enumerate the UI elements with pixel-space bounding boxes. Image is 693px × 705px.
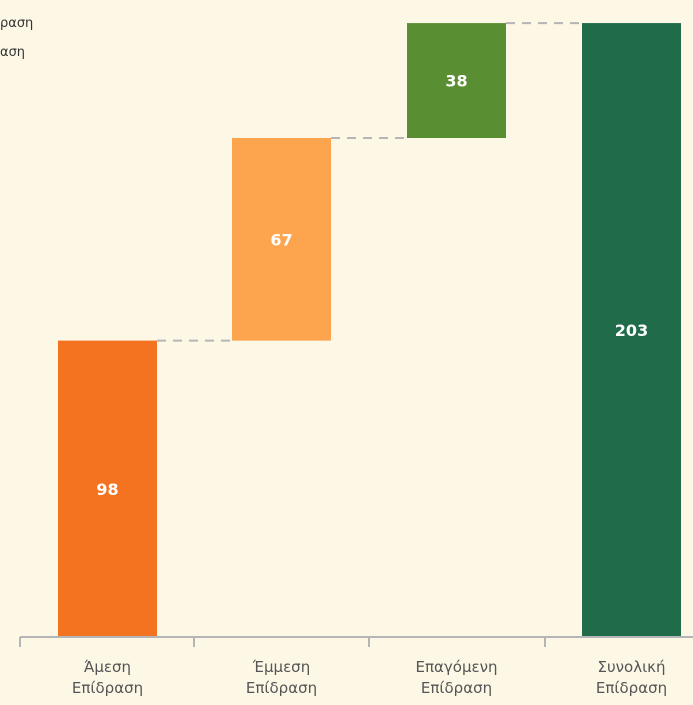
bar-1 bbox=[58, 340, 157, 637]
bar-value-label: 38 bbox=[445, 72, 467, 91]
bar-value-label: 203 bbox=[615, 321, 648, 340]
connector-lines bbox=[157, 22, 582, 342]
category-label: Έμμεση bbox=[252, 658, 310, 676]
bar-2 bbox=[232, 137, 331, 341]
legend-entry-text: αση bbox=[0, 45, 25, 60]
legend: ραση αση bbox=[0, 16, 33, 60]
bar-value-label: 67 bbox=[270, 230, 292, 249]
category-label: Επίδραση bbox=[246, 679, 317, 697]
category-label: Επαγόμενη bbox=[416, 658, 498, 676]
category-label: Άμεση bbox=[84, 658, 131, 676]
category-label: Επίδραση bbox=[72, 679, 143, 697]
category-label: Επίδραση bbox=[421, 679, 492, 697]
bar-3 bbox=[407, 23, 506, 138]
category-label: Συνολική bbox=[597, 658, 665, 676]
bars: 98 67 38 203 bbox=[58, 23, 681, 637]
bar-4 bbox=[582, 23, 681, 637]
category-label: Επίδραση bbox=[596, 679, 667, 697]
legend-entry-text: ραση bbox=[0, 16, 33, 31]
x-axis: Άμεση Επίδραση Έμμεση Επίδραση Επαγόμενη Επίδ… bbox=[19, 636, 693, 697]
bar-value-label: 98 bbox=[96, 480, 118, 499]
